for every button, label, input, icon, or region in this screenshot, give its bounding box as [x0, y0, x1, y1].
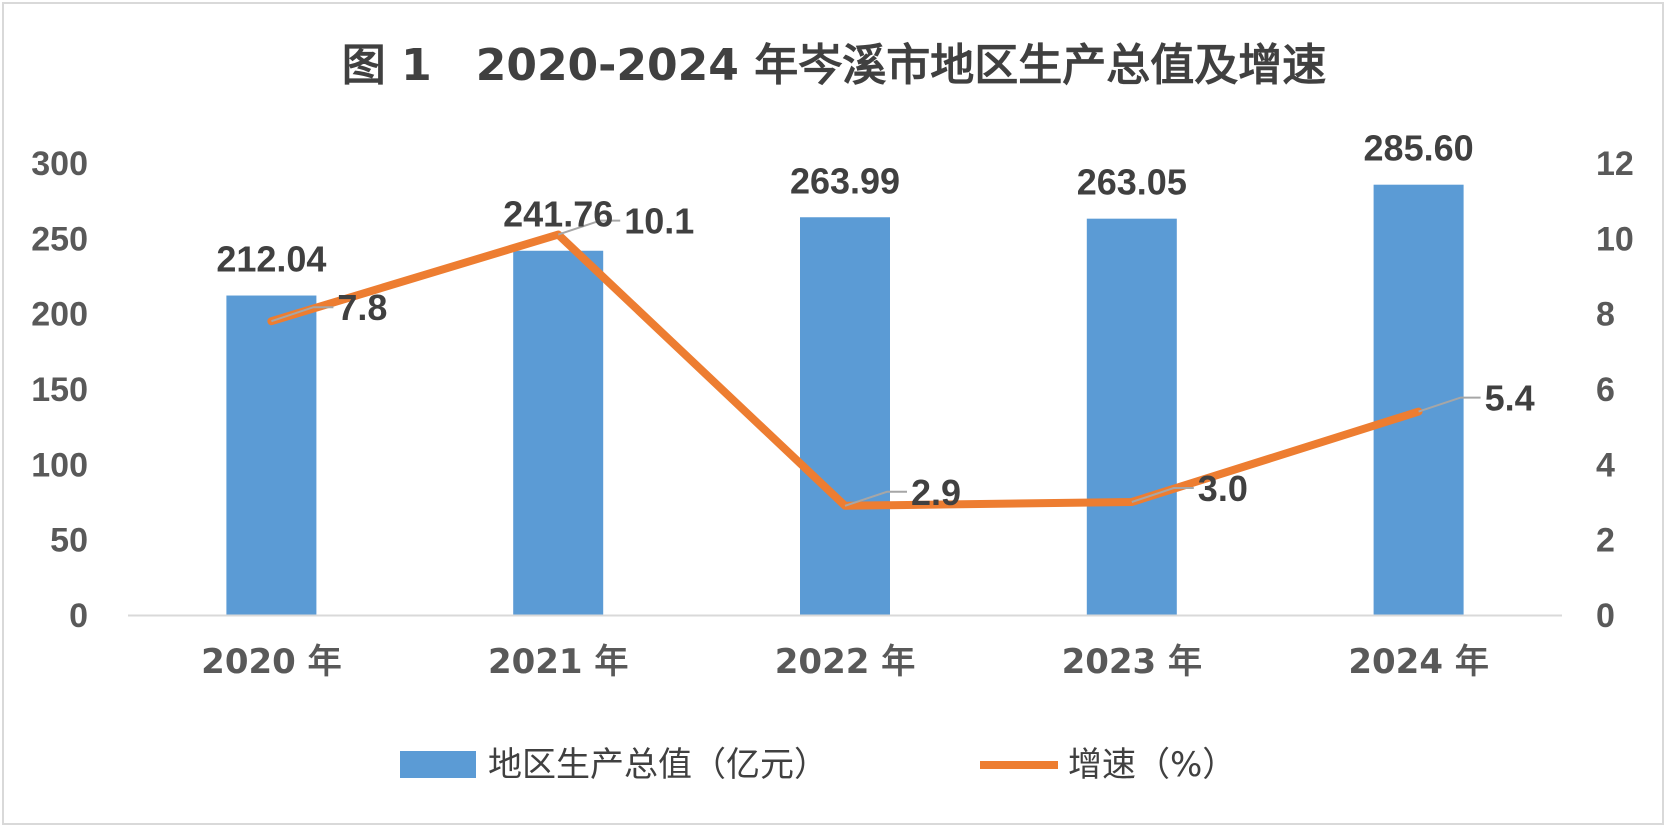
category-label: 2022 年: [775, 642, 915, 682]
category-labels: 2020 年 2021 年 2022 年 2023 年 2024 年: [201, 642, 1489, 682]
bar-data-label: 212.04: [216, 239, 326, 280]
bar-data-label: 241.76: [503, 194, 613, 235]
bar: [1086, 218, 1177, 615]
right-tick-label: 12: [1596, 145, 1634, 183]
right-tick-label: 10: [1596, 220, 1634, 258]
right-tick-label: 6: [1596, 371, 1615, 409]
legend: 地区生产总值（亿元） 增速（%）: [400, 745, 1236, 785]
bar-data-label: 263.05: [1077, 162, 1187, 203]
right-axis-ticks: 0 2 4 6 8 10 12: [1596, 145, 1634, 635]
left-tick-label: 100: [31, 446, 88, 484]
bar-series: [226, 184, 1464, 616]
bar-data-label: 263.99: [790, 160, 900, 201]
legend-line-label: 增速（%）: [1068, 745, 1236, 785]
leader-line: [271, 306, 334, 323]
label-leader-lines: [271, 219, 1481, 507]
bar: [800, 217, 890, 615]
bar-data-label: 285.60: [1364, 128, 1474, 169]
right-tick-label: 8: [1596, 296, 1615, 334]
legend-bar-label: 地区生产总值（亿元）: [488, 745, 828, 785]
category-label: 2020 年: [201, 642, 341, 682]
right-tick-label: 0: [1596, 597, 1615, 635]
left-tick-label: 150: [31, 371, 88, 409]
right-tick-label: 4: [1596, 446, 1615, 484]
bar: [1373, 184, 1464, 616]
leader-line: [844, 490, 907, 507]
leader-line: [557, 219, 621, 236]
chart-title: 图 1 2020-2024 年岑溪市地区生产总值及增速: [342, 40, 1326, 91]
left-tick-label: 0: [69, 597, 88, 635]
bar: [513, 250, 604, 615]
left-tick-label: 250: [31, 220, 88, 258]
left-tick-label: 200: [31, 296, 88, 334]
leader-line: [1418, 396, 1481, 413]
line-data-label: 7.8: [337, 287, 387, 328]
leader-line: [1131, 487, 1194, 503]
category-label: 2024 年: [1348, 642, 1488, 682]
line-data-label: 3.0: [1198, 468, 1248, 509]
right-tick-label: 2: [1596, 522, 1615, 560]
line-data-labels: 7.8 10.1 2.9 3.0 5.4: [337, 201, 1534, 513]
bar: [226, 295, 317, 615]
category-label: 2021 年: [488, 642, 628, 682]
line-data-label: 10.1: [624, 201, 694, 242]
left-tick-label: 50: [50, 522, 88, 560]
left-axis-ticks: 0 50 100 150 200 250 300: [31, 145, 88, 635]
category-label: 2023 年: [1062, 642, 1202, 682]
legend-bar-swatch: [400, 751, 476, 778]
left-tick-label: 300: [31, 145, 88, 183]
line-data-label: 2.9: [911, 472, 961, 513]
bar-data-labels: 212.04 241.76 263.99 263.05 285.60: [216, 128, 1473, 280]
line-data-label: 5.4: [1485, 378, 1535, 419]
